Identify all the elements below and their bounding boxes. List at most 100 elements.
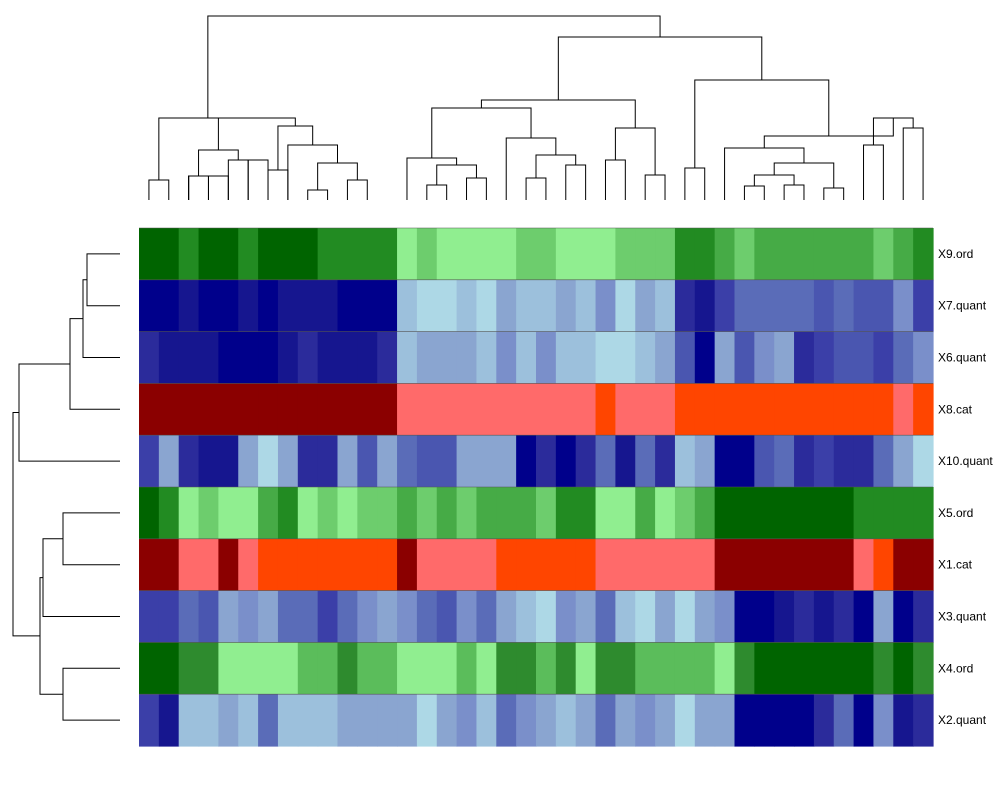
heatmap-cell bbox=[635, 435, 656, 488]
heatmap-cell bbox=[913, 383, 934, 436]
row-dendrogram-branch bbox=[62, 512, 120, 566]
heatmap-cell bbox=[575, 487, 597, 540]
heatmap-cell bbox=[496, 279, 517, 333]
heatmap-cell bbox=[357, 383, 378, 436]
heatmap-cell bbox=[774, 331, 795, 384]
heatmap-cell bbox=[873, 487, 894, 540]
heatmap-cell bbox=[853, 590, 875, 643]
heatmap-cell bbox=[714, 331, 736, 384]
heatmap-cell bbox=[754, 590, 775, 643]
heatmap-cell bbox=[873, 694, 894, 747]
heatmap-cell bbox=[178, 487, 200, 540]
heatmap-cell bbox=[635, 538, 656, 592]
heatmap-cell bbox=[536, 279, 557, 333]
heatmap-cell bbox=[238, 435, 259, 488]
column-dendrogram-branch bbox=[604, 159, 626, 200]
heatmap-cell bbox=[833, 331, 855, 384]
heatmap-cell bbox=[476, 279, 497, 333]
heatmap-cell bbox=[198, 538, 219, 592]
row-labels: X9.ord X7.quant X6.quant X8.cat X10.quant X5.… bbox=[938, 247, 993, 727]
heatmap-cell bbox=[873, 590, 894, 643]
heatmap-cell bbox=[833, 279, 855, 333]
heatmap-cell bbox=[238, 279, 259, 333]
heatmap-cell bbox=[337, 487, 358, 540]
heatmap-cell bbox=[734, 279, 755, 333]
heatmap-cell bbox=[674, 279, 696, 333]
heatmap-cell bbox=[635, 642, 656, 695]
heatmap-cell bbox=[615, 228, 636, 281]
column-dendrogram-branch bbox=[406, 157, 458, 200]
heatmap-cell bbox=[456, 694, 478, 747]
heatmap-cell bbox=[655, 383, 676, 436]
heatmap-cell bbox=[416, 538, 438, 592]
heatmap-cell bbox=[774, 228, 795, 281]
heatmap-cell bbox=[833, 590, 855, 643]
heatmap-cell bbox=[655, 487, 676, 540]
heatmap-cell bbox=[615, 694, 636, 747]
column-dendrogram-branch bbox=[783, 184, 805, 200]
row-label: X3.quant bbox=[938, 610, 987, 624]
heatmap-cell bbox=[357, 279, 378, 333]
heatmap-cell bbox=[813, 538, 835, 592]
heatmap-cell bbox=[754, 694, 775, 747]
heatmap-cell bbox=[337, 435, 358, 488]
heatmap-cells bbox=[139, 227, 934, 747]
heatmap-cell bbox=[158, 383, 180, 436]
heatmap-cell bbox=[238, 642, 259, 695]
heatmap-cell bbox=[198, 590, 219, 643]
heatmap-cell bbox=[655, 435, 676, 488]
heatmap-cell bbox=[853, 694, 875, 747]
heatmap-cell bbox=[714, 694, 736, 747]
heatmap-cell bbox=[913, 435, 934, 488]
heatmap-cell bbox=[734, 435, 755, 488]
heatmap-cell bbox=[317, 538, 339, 592]
heatmap-cell bbox=[794, 590, 815, 643]
heatmap-cell bbox=[178, 694, 200, 747]
heatmap-cell bbox=[674, 694, 696, 747]
heatmap-cell bbox=[476, 435, 497, 488]
heatmap-cell bbox=[794, 694, 815, 747]
heatmap-cell bbox=[734, 383, 755, 436]
column-dendrogram-branch bbox=[207, 15, 661, 118]
column-dendrogram-branch bbox=[823, 187, 845, 200]
heatmap-cell bbox=[794, 331, 815, 384]
heatmap-cell bbox=[317, 487, 339, 540]
heatmap-cell bbox=[357, 331, 378, 384]
row-label: X9.ord bbox=[938, 247, 973, 261]
heatmap-cell bbox=[516, 694, 537, 747]
column-dendrogram-branch bbox=[198, 149, 239, 176]
heatmap-cell bbox=[655, 228, 676, 281]
heatmap-cell bbox=[317, 694, 339, 747]
heatmap-cell bbox=[674, 487, 696, 540]
heatmap-cell bbox=[277, 538, 299, 592]
heatmap-cell bbox=[694, 435, 716, 488]
heatmap-cell bbox=[476, 538, 497, 592]
heatmap-cell bbox=[714, 590, 736, 643]
heatmap-cell bbox=[258, 435, 279, 488]
heatmap-cell bbox=[794, 228, 815, 281]
heatmap-cell bbox=[615, 435, 636, 488]
heatmap-cell bbox=[178, 383, 200, 436]
heatmap-cell bbox=[516, 383, 537, 436]
heatmap-cell bbox=[833, 383, 855, 436]
heatmap-cell bbox=[496, 590, 517, 643]
heatmap-cell bbox=[873, 538, 894, 592]
heatmap-cell bbox=[436, 228, 458, 281]
heatmap-cell bbox=[833, 694, 855, 747]
heatmap-cell bbox=[297, 694, 319, 747]
heatmap-cell bbox=[635, 279, 656, 333]
heatmap-cell bbox=[397, 331, 418, 384]
heatmap-cell bbox=[297, 331, 319, 384]
heatmap-cell bbox=[218, 538, 239, 592]
column-dendrogram-branch bbox=[684, 167, 706, 200]
row-dendrogram-branch bbox=[86, 253, 120, 307]
heatmap-cell bbox=[833, 228, 855, 281]
heatmap-cell bbox=[258, 487, 279, 540]
column-dendrogram-branch bbox=[480, 99, 636, 128]
heatmap-cell bbox=[198, 694, 219, 747]
heatmap-cell bbox=[833, 487, 855, 540]
heatmap-cell bbox=[913, 642, 934, 695]
heatmap-cell bbox=[139, 590, 160, 643]
heatmap-cell bbox=[178, 435, 200, 488]
heatmap-cell bbox=[833, 538, 855, 592]
